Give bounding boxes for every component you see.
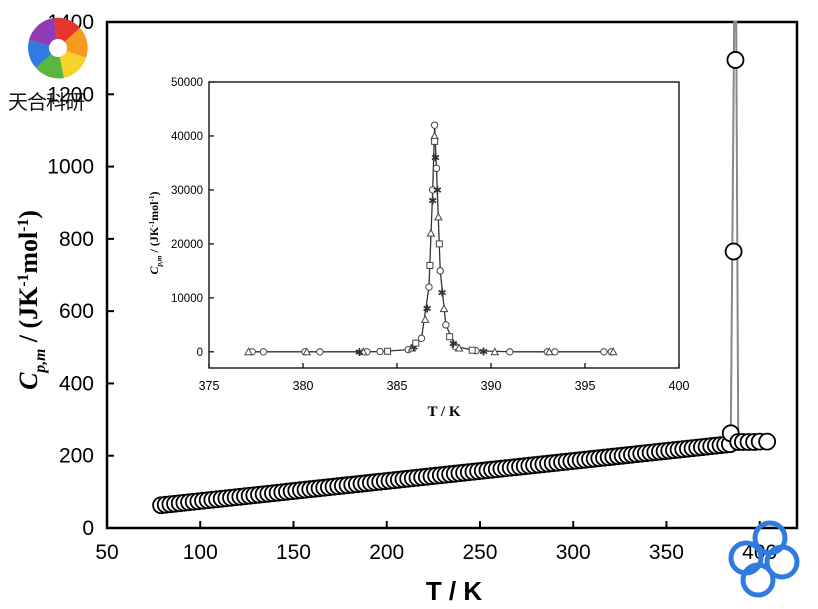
- pinwheel-logo-icon: [28, 17, 88, 79]
- inset-point-circle: [600, 348, 608, 356]
- x-tick-label: 50: [95, 541, 118, 564]
- y-axis-label: Cp,m / (JK-1mol-1): [147, 191, 164, 274]
- inset-chart: 375 380 385 390 395 400 0 10000 20000 30000 40000 5…: [147, 77, 689, 420]
- inset-point-circle: [436, 267, 444, 275]
- y-axis-label-mid: mol: [147, 201, 161, 221]
- inset-x-tick-label: 400: [669, 379, 690, 393]
- inset-point-circle: [430, 121, 439, 129]
- y-axis-label-sub: p,m: [156, 255, 164, 267]
- inset-point-triangle: [244, 347, 253, 356]
- inset-point-star: ✱: [355, 346, 364, 359]
- inset-point-star: ✱: [431, 152, 440, 165]
- y-axis-label-sub: p,m: [32, 349, 49, 375]
- inset-point-star: ✱: [433, 184, 442, 197]
- inset-point-circle: [506, 348, 514, 356]
- inset-point-square: [431, 137, 439, 145]
- y-tick-label: 600: [59, 300, 94, 323]
- inset-point-triangle: [608, 347, 618, 356]
- inset-point-star: ✱: [438, 286, 447, 299]
- main-plot-frame: [105, 20, 799, 530]
- x-axis-label: T / K: [426, 576, 483, 606]
- inset-x-tick-label: 380: [293, 379, 314, 393]
- inset-point-square: [384, 347, 392, 355]
- inset-point-star: ✱: [479, 345, 488, 358]
- inset-point-square: [435, 240, 443, 248]
- watermark-text: 天合科研: [8, 90, 85, 114]
- inset-y-tick-label: 50000: [171, 77, 203, 89]
- y-axis-label-rest: / (JK: [14, 286, 43, 349]
- inset-point-square: [446, 333, 454, 341]
- inset-x-tick-label: 390: [481, 379, 502, 393]
- inset-point-circle: [316, 348, 324, 356]
- inset-point-triangle: [434, 212, 443, 221]
- inset-point-star: ✱: [449, 338, 458, 351]
- y-tick-label: 1000: [47, 156, 94, 179]
- y-tick-label: 1200: [47, 83, 94, 106]
- inset-point-triangle: [420, 314, 430, 323]
- ring-chain-logo-icon: [728, 520, 800, 598]
- y-axis-label-mid: mol: [14, 232, 43, 274]
- data-point: [724, 242, 743, 261]
- inset-point-triangle: [490, 347, 500, 356]
- x-tick-label: 200: [369, 541, 404, 564]
- y-tick-label: 0: [82, 517, 94, 540]
- inset-point-square: [426, 261, 434, 269]
- inset-y-tick-label: 0: [197, 347, 203, 359]
- x-tick-label: 250: [462, 541, 497, 564]
- x-tick-label: 350: [649, 541, 684, 564]
- inset-point-triangle: [439, 304, 449, 313]
- y-tick-label: 800: [59, 228, 94, 251]
- inset-point-circle: [425, 283, 433, 291]
- y-tick-label: 400: [59, 372, 94, 395]
- x-tick-label: 150: [276, 541, 311, 564]
- inset-point-star: ✱: [409, 341, 418, 354]
- y-axis-label-end: ): [14, 210, 43, 219]
- y-axis-label-main: C: [147, 266, 161, 275]
- inset-point-triangle: [426, 228, 436, 237]
- inset-point-star: ✱: [428, 195, 437, 208]
- main-chart: 50 100 150 200 250 300 350 400 0 200 400 600 800 1000…: [14, 11, 799, 606]
- x-tick-label: 300: [556, 541, 591, 564]
- inset-point-triangle: [302, 347, 312, 356]
- inset-point-circle: [376, 347, 384, 356]
- inset-x-axis-label: T / K: [427, 404, 460, 420]
- inset-y-tick-label: 30000: [171, 185, 203, 197]
- inset-y-tick-label: 10000: [171, 293, 203, 305]
- inset-point-circle: [432, 164, 441, 173]
- data-point: [726, 51, 745, 69]
- y-axis-label-sup1: -1: [15, 274, 32, 287]
- inset-x-tick-label: 375: [199, 379, 220, 393]
- inset-point-star: ✱: [422, 303, 431, 316]
- y-axis-label-sup1: -1: [148, 220, 156, 226]
- y-axis-label-sup2: -1: [15, 219, 32, 232]
- inset-point-triangle: [544, 347, 554, 356]
- inset-x-tick-label: 395: [575, 379, 596, 393]
- y-tick-label: 200: [59, 445, 94, 468]
- inset-y-tick-label: 20000: [171, 239, 203, 251]
- inset-point-triangle: [358, 347, 368, 356]
- inset-point-circle: [429, 186, 437, 194]
- inset-point-circle: [417, 334, 426, 343]
- inset-point-circle: [442, 321, 450, 329]
- y-axis-label: Cp,m / (JK-1mol-1): [14, 210, 49, 390]
- inset-point-square: [412, 339, 420, 347]
- inset-x-tick-label: 385: [387, 379, 408, 393]
- data-point: [758, 432, 777, 451]
- y-axis-label-rest: / (JK: [147, 226, 161, 255]
- spike-line: [729, 21, 740, 442]
- inset-y-tick-label: 40000: [171, 131, 203, 143]
- inset-point-triangle: [407, 343, 417, 352]
- inset-point-triangle: [454, 343, 464, 352]
- inset-point-square: [468, 346, 476, 354]
- inset-plot-frame: [208, 81, 680, 369]
- x-tick-label: 100: [183, 541, 218, 564]
- y-axis-label-sup2: -1: [148, 195, 156, 201]
- inset-point-circle: [259, 348, 268, 356]
- y-axis-label-main: C: [14, 372, 43, 390]
- y-axis-label-end: ): [147, 191, 161, 195]
